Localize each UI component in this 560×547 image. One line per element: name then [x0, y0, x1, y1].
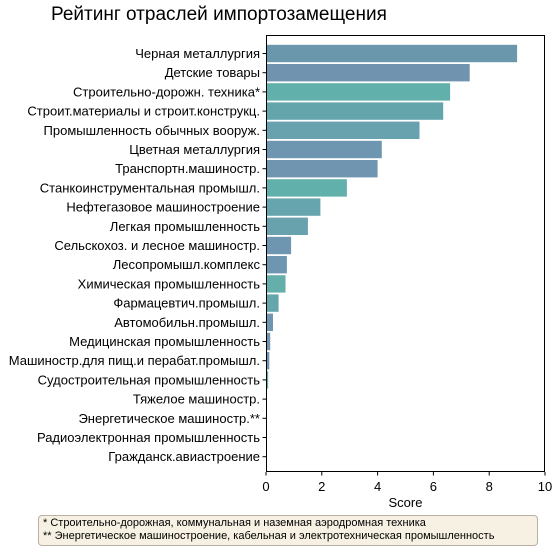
x-ticks: 0 2 4 6 8 10 [262, 472, 552, 494]
category-label: Гражданск.авиастроение [108, 449, 260, 464]
bar [266, 236, 292, 255]
category-label: Химическая промышленность [78, 276, 261, 291]
category-label: Строит.материалы и строит.конструкц. [27, 104, 260, 119]
x-tick-label: 6 [430, 479, 437, 494]
bar [266, 160, 378, 178]
axes-frame [266, 35, 545, 472]
bar [266, 217, 308, 235]
category-label: Строительно-дорожн. техника* [73, 84, 260, 99]
bar [266, 352, 270, 370]
category-label: Цветная металлургия [129, 142, 260, 157]
bar [266, 64, 470, 82]
footnote-box: * Строительно-дорожная, коммунальная и н… [38, 515, 538, 546]
category-label: Промышленность обычных вооруж. [44, 123, 260, 138]
footnote-1: * Строительно-дорожная, коммунальная и н… [43, 517, 426, 529]
x-tick-label: 4 [374, 479, 381, 494]
category-labels: Черная металлургия Детские товары Строител… [9, 46, 266, 464]
category-label: Черная металлургия [135, 46, 260, 61]
bar [266, 294, 279, 312]
bar [266, 256, 287, 274]
category-label: Радиоэлектронная промышленность [37, 430, 260, 445]
footnote-2: ** Энергетическое машиностроение, кабель… [43, 530, 495, 542]
chart-title: Рейтинг отраслей импортозамещения [51, 4, 387, 25]
category-label: Фармацевтич.промышл. [113, 296, 260, 311]
x-tick-label: 2 [318, 479, 325, 494]
bar [266, 371, 269, 389]
bar [266, 102, 444, 120]
bars [266, 44, 518, 389]
x-tick-label: 8 [486, 479, 493, 494]
category-label: Легкая промышленность [110, 219, 260, 234]
category-label: Судостроительная промышленность [38, 372, 261, 387]
category-label: Станкоинструментальная промышл. [40, 180, 260, 195]
x-tick-label: 10 [538, 479, 552, 494]
bar [266, 121, 420, 139]
category-label: Транспортн.машиностр. [115, 161, 260, 176]
bar [266, 140, 382, 159]
category-label: Сельскохоз. и лесное машиностр. [54, 238, 260, 253]
bar [266, 275, 286, 293]
category-label: Автомобильн.промышл. [114, 315, 260, 330]
bar [266, 44, 518, 63]
bar [266, 332, 271, 351]
category-label: Машиностр.для пищ.и перабат.промышл. [9, 353, 260, 368]
category-label: Нефтегазовое машиностроение [66, 200, 260, 215]
category-label: Детские товары [165, 65, 260, 80]
category-label: Медицинская промышленность [69, 334, 260, 349]
x-tick-label: 0 [262, 479, 269, 494]
bar [266, 83, 451, 101]
category-label: Энергетическое машиностр.** [78, 411, 260, 426]
category-label: Тяжелое машиностр. [133, 392, 260, 407]
bar [266, 198, 321, 216]
bar [266, 179, 347, 197]
category-label: Лесопромышл.комплекс [113, 257, 261, 272]
bar [266, 313, 273, 331]
x-axis-label: Score [389, 495, 423, 510]
